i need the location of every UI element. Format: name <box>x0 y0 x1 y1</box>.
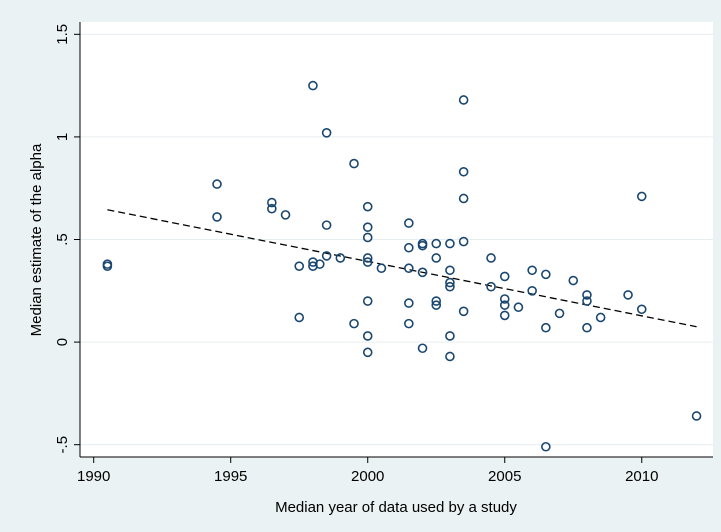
y-tick-label: 1 <box>54 133 71 141</box>
y-tick-label: .5 <box>54 233 71 246</box>
data-point <box>102 261 113 271</box>
data-point <box>362 253 373 263</box>
data-point <box>362 201 373 212</box>
data-point <box>445 238 455 249</box>
data-point <box>294 312 305 323</box>
data-point <box>321 220 332 230</box>
data-point <box>349 318 359 329</box>
data-point <box>541 322 551 333</box>
y-tick-label: 1.5 <box>54 24 71 45</box>
data-point <box>486 253 496 263</box>
gridlines <box>80 33 713 446</box>
data-point <box>321 128 332 138</box>
data-point <box>404 263 414 274</box>
data-point <box>294 261 305 271</box>
fit-line-layer <box>107 209 697 328</box>
data-point <box>404 318 414 329</box>
data-point <box>636 304 647 315</box>
data-point <box>362 296 373 306</box>
data-point <box>376 263 387 274</box>
x-tick-label: 1990 <box>77 468 110 485</box>
data-point <box>554 308 565 319</box>
data-point <box>499 294 510 304</box>
data-point <box>321 251 332 261</box>
data-point <box>691 411 702 421</box>
fitted-line <box>107 209 697 328</box>
data-point <box>458 236 469 247</box>
y-axis-title: Median estimate of the alpha <box>28 143 45 336</box>
data-point <box>362 257 373 267</box>
data-point <box>404 298 414 308</box>
data-point <box>499 271 510 282</box>
data-point <box>431 296 442 306</box>
data-point <box>280 210 291 220</box>
data-point <box>458 193 469 204</box>
y-tick-label: 0 <box>54 338 71 346</box>
data-point <box>582 290 592 300</box>
y-tick-label: -.5 <box>54 436 71 454</box>
data-point <box>314 259 325 269</box>
data-point <box>417 240 428 251</box>
data-point <box>527 285 537 296</box>
data-point <box>212 212 222 222</box>
axes: -.5 0 .5 1 1.5 1990 1995 2000 2005 2010 <box>54 22 713 485</box>
data-point <box>431 253 442 263</box>
data-point <box>212 179 222 189</box>
data-point <box>636 191 647 202</box>
data-point <box>445 331 455 341</box>
data-point <box>458 306 469 317</box>
x-tick-label: 2010 <box>625 468 658 485</box>
data-points <box>102 80 702 452</box>
data-point <box>362 331 373 341</box>
data-point <box>568 275 579 286</box>
x-tick-label: 1995 <box>214 468 247 485</box>
data-point <box>362 232 373 243</box>
data-point <box>362 222 373 232</box>
data-point <box>445 281 455 292</box>
data-point <box>267 197 277 208</box>
data-point <box>513 302 524 313</box>
data-point <box>458 95 469 105</box>
x-axis-title: Median year of data used by a study <box>275 499 517 516</box>
data-point <box>582 296 592 306</box>
data-point <box>445 277 455 288</box>
data-point <box>486 281 496 292</box>
x-tick-label: 2000 <box>351 468 384 485</box>
data-point <box>431 300 442 310</box>
data-point <box>349 158 359 169</box>
x-tick-label: 2005 <box>488 468 521 485</box>
data-point <box>541 441 551 452</box>
data-point <box>267 203 277 214</box>
data-point <box>527 265 537 276</box>
data-point <box>541 269 551 280</box>
data-point <box>595 312 606 323</box>
data-point <box>404 218 414 228</box>
data-point <box>431 238 442 249</box>
data-point <box>362 347 373 358</box>
data-point <box>623 290 633 300</box>
data-point <box>445 351 455 362</box>
data-point <box>499 300 510 310</box>
data-point <box>335 253 346 263</box>
data-point <box>445 265 455 276</box>
data-point <box>404 242 414 253</box>
data-point <box>458 166 469 177</box>
data-point <box>417 267 428 278</box>
data-point <box>499 310 510 321</box>
data-point <box>582 322 592 333</box>
data-point <box>308 80 318 91</box>
data-point <box>417 343 428 354</box>
